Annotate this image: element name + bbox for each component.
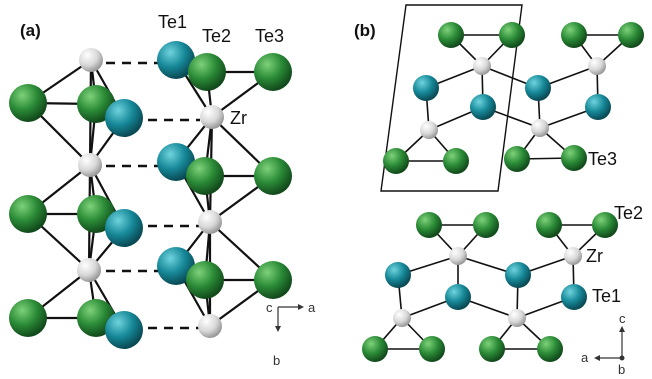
te-atom: [186, 261, 224, 299]
te-atom: [419, 336, 445, 362]
panel-b-label: (b): [354, 21, 376, 40]
te-atom: [77, 85, 115, 123]
zr-atom: [588, 57, 606, 75]
te-atom: [188, 53, 226, 91]
axis-a-label-b: a: [581, 350, 589, 365]
te-atom: [105, 209, 143, 247]
te1-label-b: Te1: [592, 286, 621, 306]
te-atom: [470, 94, 496, 120]
axis-c-label-b: c: [619, 311, 626, 326]
axis-b-label: b: [273, 353, 280, 368]
panel-a-bonds: [27, 59, 274, 332]
te-atom: [618, 22, 644, 48]
unit-cell: [380, 4, 523, 192]
te-atom: [561, 22, 587, 48]
te-atom: [525, 75, 551, 101]
te-atom: [505, 262, 531, 288]
te-atom: [105, 311, 143, 349]
te-atom: [157, 143, 195, 181]
zr-atom: [393, 309, 411, 327]
panel-a-dashed-lines: [106, 61, 200, 330]
te2-label: Te2: [202, 26, 231, 46]
te-atom: [585, 94, 611, 120]
te-atom: [186, 157, 224, 195]
te-atom: [504, 146, 530, 172]
panel-b-axes: [594, 326, 625, 361]
panel-a-axes: [275, 304, 304, 332]
te-atom: [254, 157, 292, 195]
te-atom: [536, 212, 562, 238]
te2-label-b: Te2: [614, 203, 643, 223]
te3-label: Te3: [255, 26, 284, 46]
te-atom: [157, 41, 195, 79]
panel-a: (a): [9, 12, 316, 368]
te-atom: [383, 148, 409, 174]
zr-atom: [508, 309, 526, 327]
te-atom: [77, 195, 115, 233]
panel-b: (b): [354, 4, 644, 377]
te-atom: [443, 148, 469, 174]
te-atom: [479, 336, 505, 362]
te-atom: [9, 84, 47, 122]
zr-label-b: Zr: [586, 246, 603, 266]
te-atom: [362, 336, 388, 362]
te-atom: [473, 212, 499, 238]
zr-atom: [564, 247, 582, 265]
te-atom: [254, 53, 292, 91]
axis-c-label: c: [266, 300, 273, 315]
zr-atom: [198, 210, 222, 234]
te-atom: [592, 212, 618, 238]
zr-label: Zr: [230, 108, 247, 128]
panel-a-label: (a): [20, 21, 41, 40]
te-atom: [9, 299, 47, 337]
te-atom: [254, 261, 292, 299]
te-atom: [561, 145, 587, 171]
te-atom: [499, 22, 525, 48]
te-atom: [416, 212, 442, 238]
te-atom: [537, 336, 563, 362]
te-atom: [157, 247, 195, 285]
zr-atom: [473, 57, 491, 75]
zr-atom: [420, 121, 438, 139]
te1-label: Te1: [158, 12, 187, 32]
te-atom: [9, 195, 47, 233]
zr-atom: [198, 314, 222, 338]
te3-label-b: Te3: [588, 149, 617, 169]
zr-atom: [78, 153, 102, 177]
zr-atom: [79, 48, 103, 72]
zr-atom: [200, 105, 224, 129]
zr-atom: [531, 119, 549, 137]
te-atom: [105, 99, 143, 137]
te-atom: [438, 22, 464, 48]
te-atom: [413, 75, 439, 101]
zr-atom: [77, 258, 101, 282]
axis-a-label: a: [308, 300, 316, 315]
axis-b-label-b: b: [618, 362, 625, 377]
te-atom: [385, 262, 411, 288]
te-atom: [445, 284, 471, 310]
zr-atom: [449, 247, 467, 265]
te-atom: [561, 284, 587, 310]
